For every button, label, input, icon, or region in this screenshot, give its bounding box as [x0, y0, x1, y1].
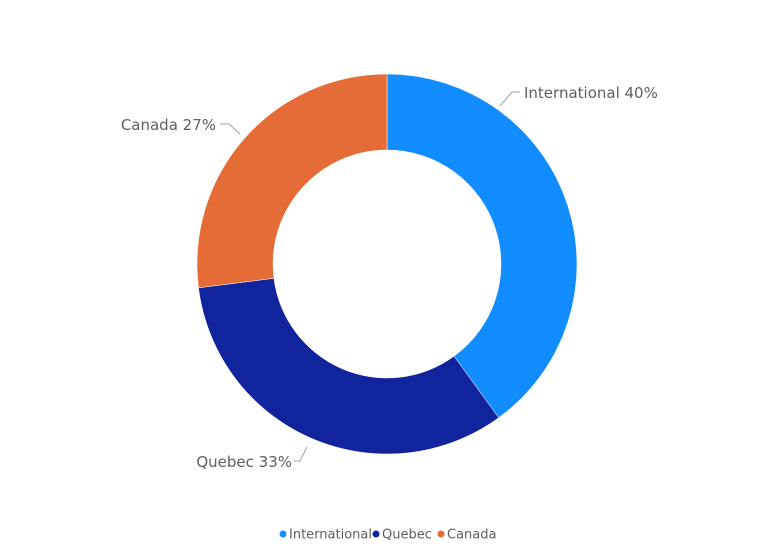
legend-item-international[interactable]: International [279, 528, 372, 543]
legend-marker-canada [437, 530, 445, 538]
leader-line-international [499, 91, 520, 107]
data-label-international: International 40% [524, 84, 658, 102]
legend-marker-quebec [372, 530, 380, 538]
legend-item-quebec[interactable]: Quebec [372, 528, 432, 543]
legend-label-quebec: Quebec [382, 528, 432, 543]
slice-international[interactable] [386, 73, 578, 419]
legend-item-canada[interactable]: Canada [437, 528, 497, 543]
leader-line-canada [220, 123, 241, 135]
legend-marker-international [279, 530, 287, 538]
data-label-canada: Canada 27% [121, 116, 216, 134]
data-label-quebec: Quebec 33% [196, 453, 292, 471]
legend: International Quebec Canada [279, 528, 497, 543]
slice-canada[interactable] [196, 73, 388, 289]
leader-line-quebec [294, 446, 308, 462]
donut-slices [196, 73, 578, 455]
slice-quebec[interactable] [198, 278, 500, 455]
legend-label-international: International [289, 528, 372, 543]
legend-label-canada: Canada [447, 528, 496, 543]
leader-lines [220, 91, 520, 462]
data-labels: International 40% Quebec 33% Canada 27% [121, 84, 658, 471]
